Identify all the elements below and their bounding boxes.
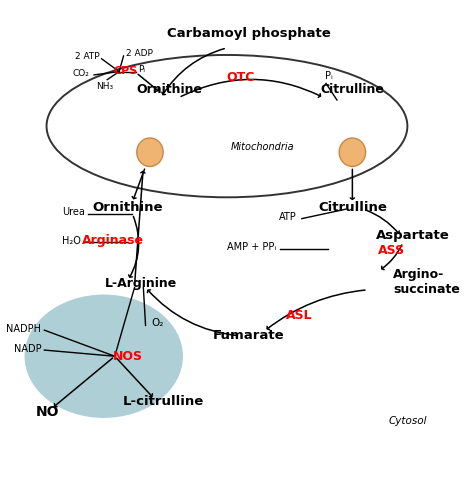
Text: ASL: ASL [286,310,313,323]
Ellipse shape [46,55,407,197]
Text: NADP: NADP [14,344,41,354]
Text: Ornithine: Ornithine [93,201,163,214]
Text: Cytosol: Cytosol [388,416,427,426]
Text: L-Arginine: L-Arginine [105,277,177,290]
Text: Fumarate: Fumarate [213,329,285,342]
Text: NH₃: NH₃ [96,83,113,92]
Text: O₂: O₂ [151,318,164,328]
Text: NOS: NOS [113,350,143,363]
Text: 2 ATP: 2 ATP [75,52,100,61]
Text: 2 ADP: 2 ADP [126,49,153,58]
Text: Citrulline: Citrulline [320,83,384,96]
Circle shape [339,138,365,167]
Text: Arginase: Arginase [82,233,144,247]
Text: ASS: ASS [378,244,406,257]
Text: AMP + PPᵢ: AMP + PPᵢ [227,242,276,252]
Text: Carbamoyl phosphate: Carbamoyl phosphate [167,27,331,40]
Ellipse shape [25,295,183,418]
Text: NADPH: NADPH [6,324,41,334]
Text: NO: NO [36,405,59,419]
Text: CO₂: CO₂ [73,70,90,78]
Text: H₂O: H₂O [62,236,81,246]
Text: L-citrulline: L-citrulline [123,395,204,408]
Text: Ornithine: Ornithine [137,83,203,96]
Text: Mitochondria: Mitochondria [230,143,294,153]
Text: ATP: ATP [279,212,297,222]
Text: Citrulline: Citrulline [318,201,387,214]
Text: Pᵢ: Pᵢ [325,72,333,81]
Text: CPS: CPS [114,66,138,76]
Circle shape [137,138,163,167]
Text: Pᵢ: Pᵢ [138,65,145,74]
Text: Aspartate: Aspartate [376,229,449,242]
Text: Urea: Urea [63,207,85,217]
Text: Argino-
succinate: Argino- succinate [393,268,460,296]
Text: OTC: OTC [226,71,255,84]
